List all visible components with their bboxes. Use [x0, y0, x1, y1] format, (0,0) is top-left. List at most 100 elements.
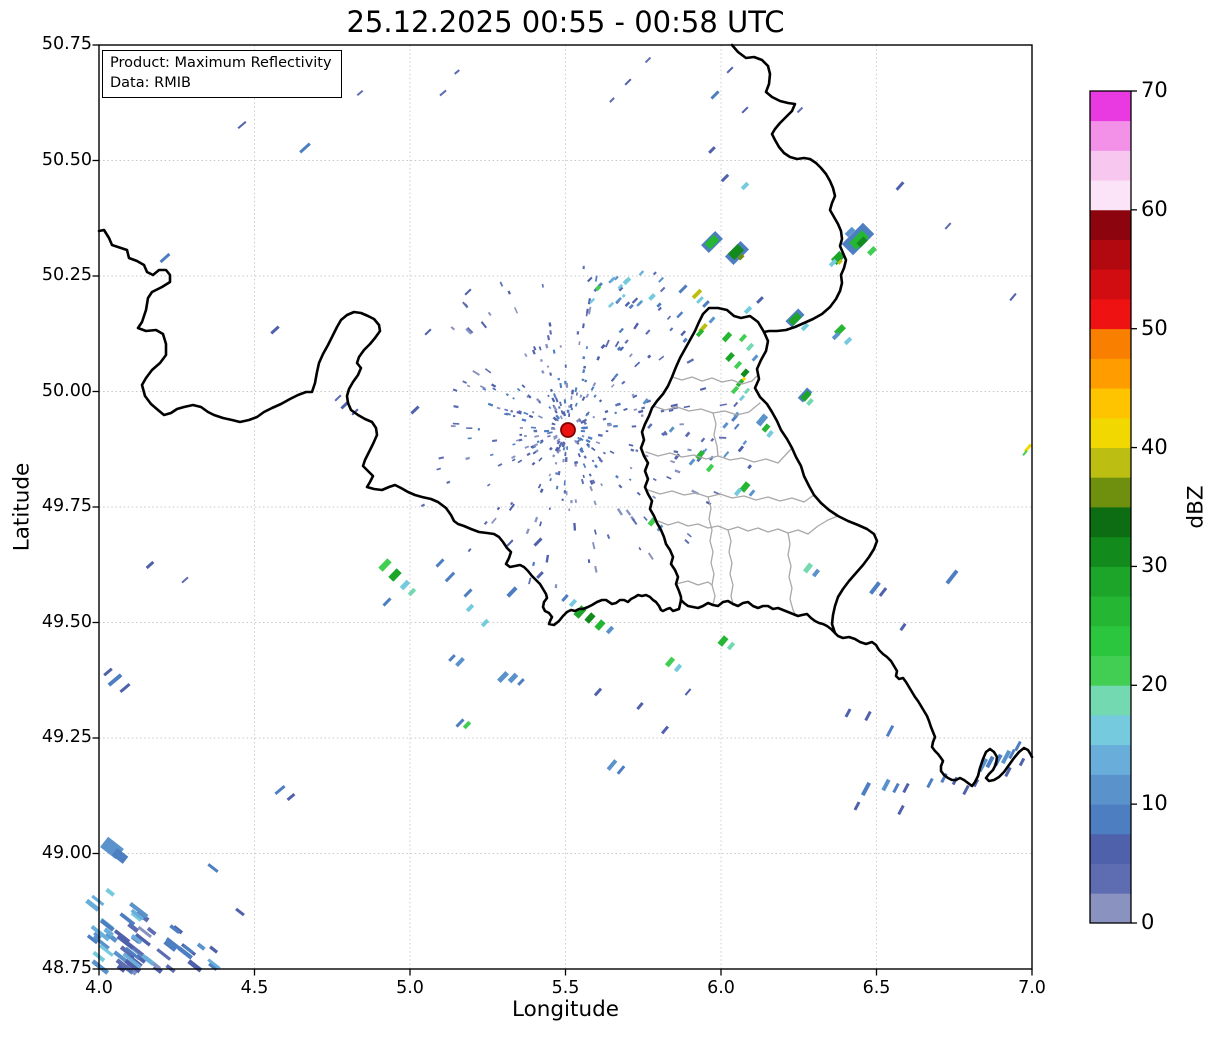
clutter-speck — [614, 411, 618, 415]
radar-echo — [688, 458, 696, 466]
radar-echo — [1014, 740, 1022, 752]
clutter-speck — [545, 343, 549, 349]
echo-field-speck — [656, 302, 662, 308]
echo-field-speck — [182, 944, 194, 954]
clutter-speck — [670, 460, 676, 464]
echo-field-speck — [130, 908, 145, 921]
radar-echo — [410, 405, 420, 415]
clutter-speck — [585, 438, 591, 444]
echo-field-speck — [169, 924, 181, 935]
radar-echo — [480, 618, 490, 628]
clutter-speck — [579, 437, 584, 441]
radar-echo — [695, 328, 705, 338]
clutter-speck — [666, 315, 672, 320]
clutter-speck — [511, 458, 516, 462]
radar-echo — [664, 656, 676, 668]
clutter-speck — [565, 491, 568, 496]
clutter-speck — [525, 528, 530, 535]
radar-echo — [606, 759, 618, 771]
clutter-speck — [564, 364, 567, 368]
radar-echo — [207, 863, 219, 873]
clutter-speck — [436, 467, 442, 471]
y-tick-label: 49.50 — [41, 611, 92, 632]
colorbar-tick-label: 20 — [1141, 672, 1168, 697]
echo-field-speck — [91, 959, 110, 975]
radar-echo — [717, 635, 729, 647]
radar-echo — [844, 708, 852, 718]
clutter-speck — [521, 418, 527, 422]
clutter-speck — [635, 449, 639, 452]
clutter-speck — [587, 436, 593, 440]
clutter-speck — [511, 455, 516, 459]
radar-echo — [274, 784, 286, 796]
radar-echo — [806, 398, 814, 406]
echo-field-speck — [733, 401, 739, 408]
colorbar-segment — [1090, 388, 1131, 419]
radar-echo — [435, 558, 445, 568]
clutter-speck — [549, 372, 553, 376]
radar-echo — [691, 288, 703, 300]
radar-echo — [720, 173, 730, 183]
figure-title: 25.12.2025 00:55 - 00:58 UTC — [346, 5, 785, 39]
clutter-speck — [548, 473, 552, 477]
clutter-speck — [519, 427, 524, 429]
colorbar-segment — [1090, 893, 1131, 924]
clutter-speck — [628, 353, 633, 358]
clutter-speck — [552, 416, 558, 422]
clutter-speck — [552, 349, 556, 354]
clutter-speck — [532, 561, 536, 567]
clutter-speck — [574, 439, 578, 444]
y-tick-label: 50.75 — [41, 34, 92, 54]
clutter-speck — [564, 457, 568, 463]
clutter-speck — [584, 379, 588, 383]
clutter-speck — [548, 406, 552, 410]
clutter-speck — [523, 434, 527, 438]
radar-echo — [944, 222, 952, 230]
radar-echo — [181, 576, 189, 584]
echo-field-speck — [86, 934, 99, 945]
clutter-speck — [582, 323, 585, 329]
clutter-speck — [566, 409, 570, 413]
colorbar-segment — [1090, 269, 1131, 300]
x-tick-label: 4.0 — [85, 978, 113, 998]
clutter-speck — [492, 387, 497, 391]
echo-field-speck — [615, 297, 622, 304]
colorbar-segment — [1090, 596, 1131, 627]
clutter-speck — [668, 408, 674, 412]
radar-echo — [945, 569, 959, 585]
colorbar-tick-label: 30 — [1141, 553, 1168, 578]
clutter-speck — [579, 446, 584, 451]
echo-field-speck — [723, 451, 730, 458]
clutter-speck — [539, 358, 543, 363]
clutter-speck — [563, 399, 567, 404]
clutter-speck — [582, 426, 588, 430]
clutter-speck — [674, 469, 681, 474]
echo-field-speck — [207, 958, 221, 970]
radar-echo — [860, 781, 872, 797]
clutter-speck — [526, 452, 531, 457]
clutter-speck — [483, 520, 488, 525]
clutter-speck — [564, 452, 567, 457]
clutter-speck — [519, 433, 523, 436]
clutter-speck — [576, 331, 580, 335]
radar-echo — [740, 181, 750, 191]
regional-border — [652, 402, 761, 416]
echo-field-speck — [722, 422, 729, 429]
radar-echo — [462, 720, 472, 730]
clutter-speck — [538, 400, 542, 404]
clutter-speck — [585, 411, 590, 416]
clutter-speck — [684, 539, 690, 545]
radar-echo — [962, 784, 970, 796]
clutter-speck — [579, 394, 583, 398]
clutter-speck — [562, 447, 566, 451]
colorbar-segment — [1090, 417, 1131, 448]
clutter-speck — [534, 435, 540, 438]
clutter-speck — [633, 322, 639, 330]
clutter-speck — [450, 425, 456, 428]
clutter-speck — [585, 312, 588, 317]
radar-echo — [743, 387, 751, 395]
clutter-speck — [577, 452, 581, 458]
clutter-speck — [587, 445, 591, 448]
x-tick-label: 5.0 — [396, 978, 424, 998]
